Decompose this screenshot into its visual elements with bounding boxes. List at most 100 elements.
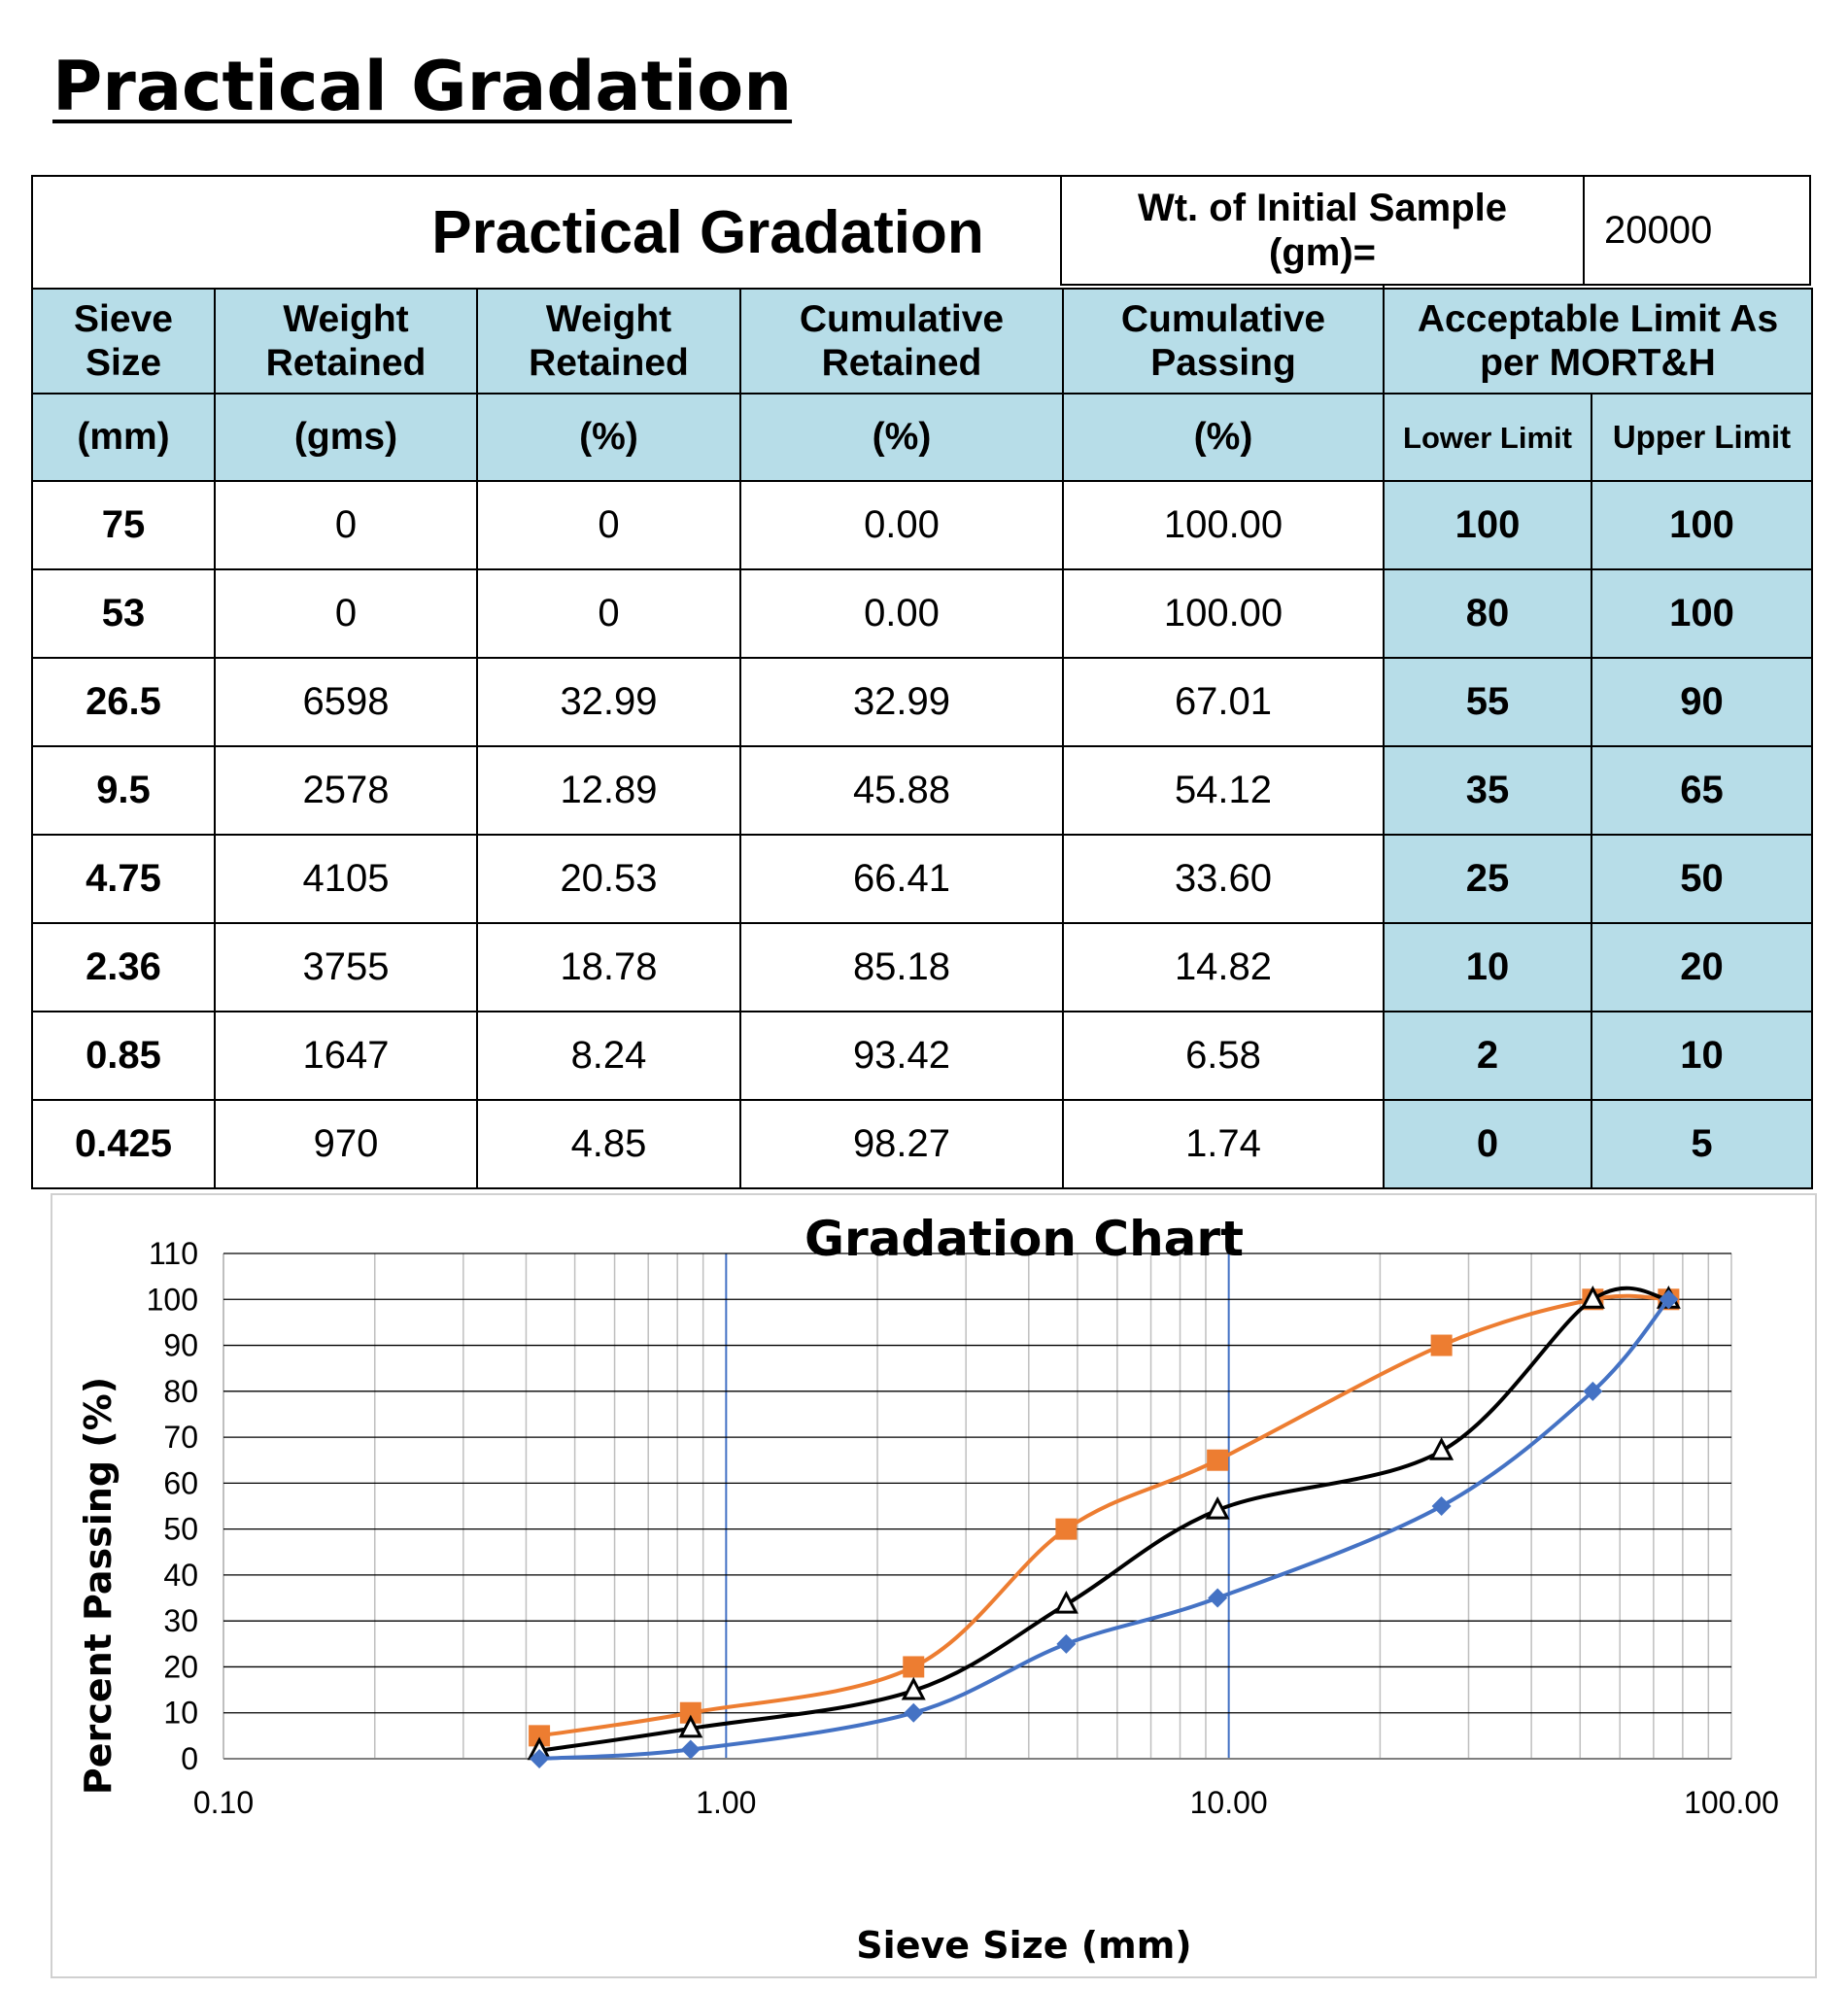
cell-weight-pct: 0 bbox=[476, 568, 741, 659]
x-tick-label: 0.10 bbox=[193, 1785, 254, 1820]
cell-lower-limit: 2 bbox=[1383, 1011, 1592, 1101]
cell-weight-gms: 1647 bbox=[214, 1011, 478, 1101]
cell-cum-passing: 67.01 bbox=[1062, 657, 1385, 747]
cell-weight-gms: 4105 bbox=[214, 834, 478, 924]
y-tick-label: 40 bbox=[163, 1558, 198, 1593]
diamond-marker bbox=[1431, 1496, 1452, 1516]
y-tick-label: 100 bbox=[147, 1282, 198, 1317]
cell-upper-limit: 10 bbox=[1591, 1011, 1813, 1101]
square-marker bbox=[679, 1701, 702, 1724]
cell-upper-limit: 50 bbox=[1591, 834, 1813, 924]
y-tick-label: 20 bbox=[163, 1649, 198, 1684]
header-acceptable-limit: Acceptable Limit As per MORT&H bbox=[1383, 288, 1813, 395]
cell-cum-retained: 32.99 bbox=[739, 657, 1064, 747]
cell-upper-limit: 65 bbox=[1591, 745, 1813, 836]
cell-cum-passing: 1.74 bbox=[1062, 1099, 1385, 1189]
cell-upper-limit: 20 bbox=[1591, 922, 1813, 1012]
cell-sieve-size: 9.5 bbox=[31, 745, 216, 836]
unit-weight-gms: (gms) bbox=[214, 393, 478, 482]
y-tick-label: 70 bbox=[163, 1420, 198, 1455]
table-row: 0.85 1647 8.24 93.42 6.58 2 10 bbox=[31, 1011, 1813, 1101]
series-line-diamond bbox=[538, 1298, 1670, 1761]
cell-weight-pct: 20.53 bbox=[476, 834, 741, 924]
diamond-marker bbox=[904, 1702, 924, 1723]
unit-cum-passing: (%) bbox=[1062, 393, 1385, 482]
unit-lower-limit: Lower Limit bbox=[1383, 393, 1592, 482]
y-tick-labels: 0 10 20 30 40 50 60 70 80 90 100 110 bbox=[147, 1236, 198, 1776]
cell-weight-pct: 4.85 bbox=[476, 1099, 741, 1189]
cell-lower-limit: 10 bbox=[1383, 922, 1592, 1012]
cell-cum-retained: 98.27 bbox=[739, 1099, 1064, 1189]
triangle-marker bbox=[1053, 1590, 1078, 1614]
diamond-marker bbox=[530, 1749, 550, 1768]
triangle-marker bbox=[1580, 1286, 1605, 1309]
square-marker bbox=[1055, 1518, 1078, 1540]
cell-sieve-size: 2.36 bbox=[31, 922, 216, 1012]
table-body: 75 0 0 0.00 100.00 100 100 53 0 0 0.00 100.00 80 100 2… bbox=[31, 480, 1813, 1189]
cell-weight-pct: 32.99 bbox=[476, 657, 741, 747]
x-tick-labels: 0.10 1.00 10.00 100.00 bbox=[193, 1785, 1779, 1820]
cell-weight-gms: 0 bbox=[214, 480, 478, 570]
y-tick-label: 50 bbox=[163, 1512, 198, 1547]
cell-cum-passing: 100.00 bbox=[1062, 568, 1385, 659]
x-tick-label: 10.00 bbox=[1190, 1785, 1268, 1820]
chart-grid bbox=[222, 1252, 1732, 1760]
series-line-square bbox=[538, 1293, 1669, 1738]
page-title: Practical Gradation bbox=[52, 47, 793, 126]
cell-weight-pct: 12.89 bbox=[476, 745, 741, 836]
cell-sieve-size: 0.425 bbox=[31, 1099, 216, 1189]
diamond-marker bbox=[1056, 1633, 1077, 1654]
diamond-marker bbox=[1208, 1588, 1228, 1608]
header-weight-retained-pct: Weight Retained bbox=[476, 288, 741, 395]
cell-cum-retained: 0.00 bbox=[739, 568, 1064, 659]
square-marker bbox=[1430, 1334, 1453, 1356]
x-tick-label: 1.00 bbox=[696, 1785, 756, 1820]
y-tick-label: 110 bbox=[149, 1236, 198, 1271]
table-row: 26.5 6598 32.99 32.99 67.01 55 90 bbox=[31, 657, 1813, 747]
triangle-marker bbox=[1429, 1437, 1454, 1460]
cell-sieve-size: 53 bbox=[31, 568, 216, 659]
y-tick-label: 0 bbox=[181, 1741, 198, 1776]
y-tick-label: 10 bbox=[163, 1696, 198, 1731]
triangle-marker bbox=[901, 1676, 926, 1700]
diamond-marker bbox=[1583, 1381, 1603, 1401]
cell-cum-passing: 33.60 bbox=[1062, 834, 1385, 924]
unit-upper-limit: Upper Limit bbox=[1591, 393, 1813, 482]
cell-weight-pct: 8.24 bbox=[476, 1011, 741, 1101]
cell-weight-pct: 18.78 bbox=[476, 922, 741, 1012]
header-cumulative-retained: Cumulative Retained bbox=[739, 288, 1064, 395]
y-tick-label: 60 bbox=[163, 1465, 198, 1500]
cell-weight-gms: 3755 bbox=[214, 922, 478, 1012]
cell-cum-passing: 100.00 bbox=[1062, 480, 1385, 570]
weight-label-cell: Wt. of Initial Sample (gm)= bbox=[1060, 175, 1585, 286]
cell-cum-retained: 0.00 bbox=[739, 480, 1064, 570]
header-cumulative-passing: Cumulative Passing bbox=[1062, 288, 1385, 395]
unit-sieve: (mm) bbox=[31, 393, 216, 482]
y-tick-label: 30 bbox=[163, 1603, 198, 1638]
y-axis-title: Percent Passing (%) bbox=[77, 1377, 120, 1795]
cell-upper-limit: 100 bbox=[1591, 568, 1813, 659]
cell-weight-pct: 0 bbox=[476, 480, 741, 570]
cell-lower-limit: 80 bbox=[1383, 568, 1592, 659]
unit-weight-pct: (%) bbox=[476, 393, 741, 482]
cell-lower-limit: 100 bbox=[1383, 480, 1592, 570]
cell-cum-passing: 6.58 bbox=[1062, 1011, 1385, 1101]
cell-cum-passing: 14.82 bbox=[1062, 922, 1385, 1012]
cell-weight-gms: 0 bbox=[214, 568, 478, 659]
table-row: 2.36 3755 18.78 85.18 14.82 10 20 bbox=[31, 922, 1813, 1012]
table-row: 4.75 4105 20.53 66.41 33.60 25 50 bbox=[31, 834, 1813, 924]
chart-frame: 0 10 20 30 40 50 60 70 80 90 100 110 0.10 1.00 10.00 1… bbox=[51, 1193, 1817, 1978]
weight-value: 20000 bbox=[1604, 208, 1713, 252]
weight-value-cell: 20000 bbox=[1583, 175, 1811, 286]
diamond-marker bbox=[1659, 1289, 1679, 1310]
cell-weight-gms: 6598 bbox=[214, 657, 478, 747]
diamond-marker bbox=[680, 1739, 701, 1760]
cell-upper-limit: 5 bbox=[1591, 1099, 1813, 1189]
cell-lower-limit: 25 bbox=[1383, 834, 1592, 924]
y-tick-label: 80 bbox=[163, 1374, 198, 1409]
square-marker bbox=[529, 1725, 551, 1747]
gradation-chart: 0 10 20 30 40 50 60 70 80 90 100 110 0.10 1.00 10.00 1… bbox=[77, 1211, 1779, 1967]
cell-weight-gms: 970 bbox=[214, 1099, 478, 1189]
x-tick-label: 100.00 bbox=[1684, 1785, 1779, 1820]
chart-title: Gradation Chart bbox=[804, 1211, 1244, 1267]
